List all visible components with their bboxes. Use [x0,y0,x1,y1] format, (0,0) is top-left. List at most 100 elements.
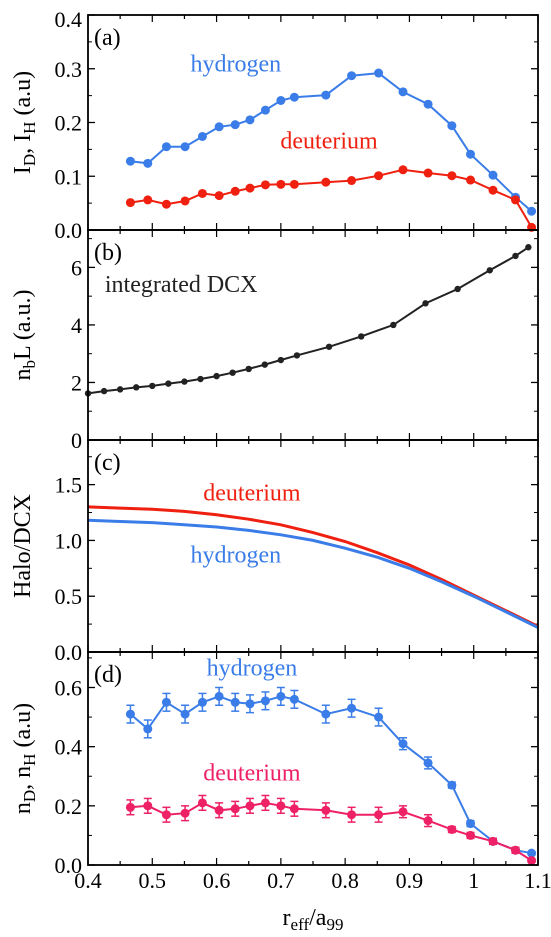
data-point [260,105,270,115]
x-tick-label: 1.1 [524,868,551,893]
y-tick-label: 0.3 [55,57,83,82]
y-label-part: (a.u) [10,703,36,754]
data-point [230,120,240,130]
panel-label: (b) [94,240,122,266]
data-point [277,356,285,364]
panel-frame [87,229,539,441]
data-point [454,285,461,293]
series-label: deuterium [203,761,301,787]
data-point [374,171,384,181]
y-tick-label: 0.0 [55,218,83,243]
panel-a: 0.0 0.1 0.2 0.3 0.4 hydrogen deuterium (a) ID, I… [10,7,539,243]
series-label: integrated DCX [105,272,258,298]
y-tick-label: 0.2 [55,111,83,136]
data-point [197,188,207,198]
data-point [289,804,299,814]
data-point [358,333,365,340]
data-point [321,805,331,815]
y-label-sub: H [20,122,39,134]
data-point [161,810,171,820]
data-point [180,709,190,719]
data-point [116,386,124,393]
y-tick-label: 0.5 [55,584,83,609]
data-point [512,252,519,260]
data-point [527,206,537,216]
data-point [390,321,397,329]
series-label: hydrogen [207,656,298,682]
panel-frame [87,651,539,866]
series-line-hydrogen [129,695,532,855]
data-point [488,836,498,846]
data-point [423,758,433,768]
y-label-sub: b [20,360,39,369]
panel-d: 0.0 0.2 0.4 0.6 hydrogen deuterium (d) nD, nH (… [10,651,539,878]
data-point [245,699,255,709]
data-point [143,724,153,734]
y-label-part: , I [10,134,36,154]
data-point [289,179,299,189]
data-point [214,805,224,815]
data-point [276,801,286,811]
panel-label: (a) [94,25,121,51]
data-point [374,810,384,820]
data-point [398,807,408,817]
panel-b: 0 2 4 6 integrated DCX (b) nbL (a.u.) [10,229,539,453]
data-point [161,142,171,152]
x-label-sub: eff [291,915,310,934]
data-point [245,801,255,811]
data-point [149,382,156,390]
x-tick-label: 0.6 [203,868,231,893]
data-point [165,380,172,387]
y-axis-label: nbL (a.u.) [10,290,39,381]
data-point [374,712,384,722]
data-point [525,244,532,251]
data-point [289,694,299,704]
data-point [100,387,108,395]
data-point [466,819,475,829]
x-label-part: r [283,905,291,931]
x-label-part: /a [309,905,327,931]
data-point [181,378,188,385]
data-point [245,115,255,125]
data-point [213,372,220,380]
y-tick-label: 0.2 [55,794,83,819]
data-point [180,808,190,818]
y-label-part: n [10,802,36,814]
x-axis-label: reff/a99 [283,905,344,934]
series-label: hydrogen [191,543,282,569]
data-point [161,697,171,707]
data-point [180,196,190,206]
data-point [229,369,236,376]
data-point [180,142,190,152]
y-axis-label: Halo/DCX [10,494,36,598]
data-point [447,780,457,790]
data-point [125,709,135,719]
data-point [260,798,270,808]
panel-c: 0.0 0.5 1.0 1.5 deuterium hydrogen (c) Halo/DCX [10,439,539,665]
panel-label: (c) [94,450,121,476]
x-label-sub: 99 [326,915,343,934]
x-tick-label: 0.5 [139,868,167,893]
data-point [214,691,224,701]
y-label-part: L (a.u.) [10,290,36,360]
series-label: deuterium [280,128,378,154]
data-point [260,180,270,190]
y-tick-label: 0.4 [55,7,83,32]
data-point [325,343,333,350]
data-point [197,131,207,141]
data-point [321,177,331,187]
data-point [125,156,135,166]
data-point [133,384,140,391]
y-tick-label: 0.6 [55,676,83,701]
data-point [276,179,286,189]
data-point [466,175,475,185]
data-point [125,198,135,208]
y-label-part: I [10,166,36,174]
data-point [143,158,153,168]
series-line-integrated-DCX [87,246,529,395]
y-axis-label: nD, nH (a.u) [10,703,39,814]
data-point [276,95,286,105]
series-label: deuterium [203,480,301,506]
y-axis-label: ID, IH (a.u) [10,71,39,174]
y-label-part: (a.u) [10,71,36,122]
